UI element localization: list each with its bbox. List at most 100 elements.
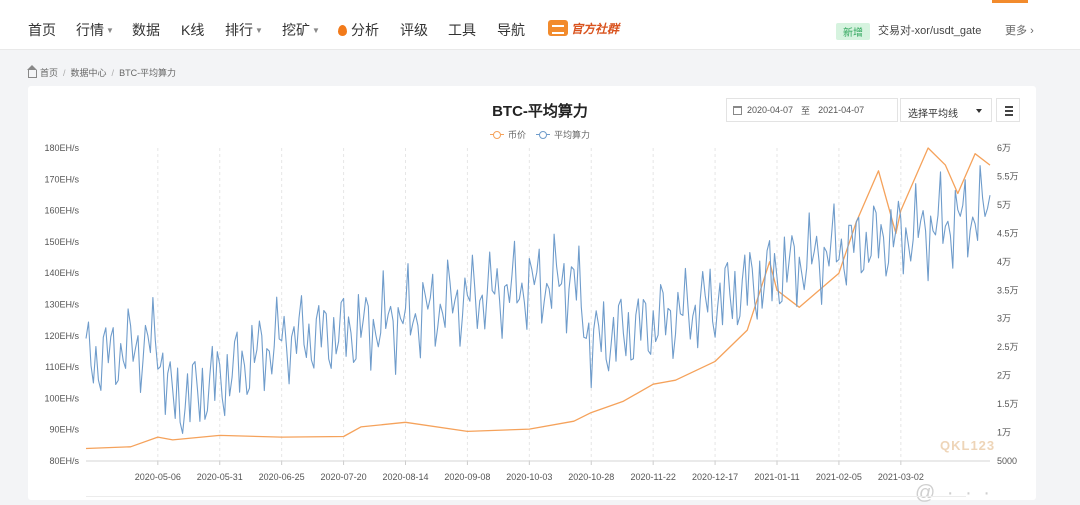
hashrate-series-line	[85, 165, 991, 434]
date-range-picker[interactable]: 2020-04-07 至 2021-04-07	[726, 98, 898, 122]
card-divider	[86, 496, 966, 497]
left-axis-label: 80EH/s	[49, 456, 79, 466]
price-series-line	[85, 147, 991, 450]
qkl123-watermark: QKL123	[940, 438, 996, 453]
right-axis-label: 2.5万	[997, 342, 1019, 352]
nav-label: 工具	[448, 22, 476, 38]
nav-item-tools[interactable]: 工具	[448, 20, 476, 40]
top-accent-bar	[992, 0, 1028, 3]
left-axis-label: 130EH/s	[44, 300, 79, 310]
x-tick-label: 2020-05-31	[197, 472, 243, 482]
x-tick-label: 2020-07-20	[321, 472, 367, 482]
nav-label: 挖矿	[282, 22, 310, 38]
legend-line-marker	[536, 131, 550, 139]
community-label: 官方社群	[571, 21, 620, 36]
nav-label: 分析	[351, 22, 379, 38]
news-ticker-link[interactable]: 交易对-xor/usdt_gate	[878, 25, 982, 37]
nav-label: K线	[181, 22, 205, 38]
nav-item-data[interactable]: 数据	[132, 20, 160, 40]
right-axis-label: 4万	[997, 257, 1011, 267]
right-axis-label: 3万	[997, 314, 1011, 324]
breadcrumb: 首页 / 数据中心 / BTC-平均算力	[27, 64, 177, 79]
legend-label: 币价	[507, 130, 526, 140]
nav-label: 行情	[76, 22, 104, 38]
caret-down-icon: ▼	[255, 26, 263, 35]
x-tick-label: 2020-10-28	[568, 472, 614, 482]
breadcrumb-separator: /	[111, 67, 115, 78]
calendar-icon	[733, 105, 742, 115]
x-tick-label: 2020-06-25	[259, 472, 305, 482]
nav-item-mining[interactable]: 挖矿 ▼	[282, 20, 320, 40]
chart-title: BTC-平均算力	[492, 103, 588, 120]
dropdown-arrow-icon	[976, 109, 982, 113]
x-tick-label: 2020-05-06	[135, 472, 181, 482]
x-tick-label: 2020-08-14	[382, 472, 428, 482]
left-axis-label: 160EH/s	[44, 206, 79, 216]
legend-label: 平均算力	[554, 130, 591, 140]
start-date[interactable]: 2020-04-07	[747, 105, 794, 115]
nav-item-guide[interactable]: 导航	[497, 20, 525, 40]
nav-label: 评级	[400, 22, 428, 38]
nav-label: 首页	[28, 22, 56, 38]
x-tick-label: 2021-01-11	[754, 472, 799, 482]
nav-item-analysis[interactable]: 分析	[338, 20, 379, 40]
fire-icon	[338, 25, 347, 36]
breadcrumb-current: BTC-平均算力	[119, 68, 177, 78]
caret-down-icon: ▼	[106, 26, 114, 35]
x-tick-label: 2020-12-17	[692, 472, 738, 482]
weibo-watermark: @ · · ·	[915, 482, 993, 504]
caret-down-icon: ▼	[312, 26, 320, 35]
left-axis-label: 170EH/s	[44, 174, 79, 184]
chart-menu-button[interactable]	[996, 98, 1020, 122]
right-axis-label: 1.5万	[997, 399, 1019, 409]
chat-bubble-icon	[548, 20, 568, 36]
menu-line	[1005, 114, 1013, 116]
left-axis-label: 180EH/s	[44, 143, 79, 153]
x-tick-label: 2020-11-22	[630, 472, 675, 482]
right-axis-label: 3.5万	[997, 285, 1019, 295]
x-tick-label: 2020-09-08	[444, 472, 490, 482]
breadcrumb-data-center[interactable]: 数据中心	[70, 68, 107, 78]
home-icon	[27, 64, 37, 78]
chevron-right-icon: ›	[1030, 25, 1034, 37]
date-range-separator: 至	[801, 105, 811, 116]
menu-line	[1005, 110, 1013, 112]
nav-item-ranking[interactable]: 排行 ▼	[225, 20, 263, 40]
right-axis-label: 5万	[997, 200, 1011, 210]
breadcrumb-home[interactable]: 首页	[40, 68, 59, 78]
left-axis-label: 90EH/s	[49, 425, 79, 435]
left-axis-label: 140EH/s	[44, 268, 79, 278]
more-label: 更多	[1005, 25, 1027, 37]
chart-card	[28, 86, 1036, 500]
nav-item-market[interactable]: 行情 ▼	[76, 20, 114, 40]
left-axis-label: 150EH/s	[44, 237, 79, 247]
end-date[interactable]: 2021-04-07	[818, 105, 865, 115]
more-link[interactable]: 更多 ›	[1005, 22, 1034, 38]
left-axis-label: 120EH/s	[44, 331, 79, 341]
nav-item-home[interactable]: 首页	[28, 20, 56, 40]
right-axis-label: 4.5万	[997, 228, 1019, 238]
breadcrumb-separator: /	[63, 67, 66, 78]
left-axis-label: 110EH/s	[45, 362, 79, 372]
right-axis-label: 5.5万	[997, 171, 1019, 181]
moving-average-select[interactable]: 选择平均线	[900, 98, 992, 122]
nav-item-kline[interactable]: K线	[181, 20, 204, 40]
legend-item-hashrate[interactable]: 平均算力	[536, 128, 590, 141]
top-strip	[0, 0, 1080, 8]
right-axis-label: 2万	[997, 371, 1011, 381]
right-axis-label: 6万	[997, 143, 1011, 153]
right-axis-label: 1万	[997, 428, 1011, 438]
legend-line-marker	[489, 131, 504, 139]
menu-line	[1005, 106, 1013, 108]
x-tick-label: 2021-02-05	[816, 472, 862, 482]
new-badge: 新增	[836, 23, 870, 40]
official-community-link[interactable]: 官方社群	[548, 19, 619, 37]
main-navbar: 首页 行情 ▼ 数据 K线 排行 ▼ 挖矿 ▼ 分析 评级 工具 导航 官方社群 新增…	[0, 8, 1080, 50]
x-tick-label: 2021-03-02	[878, 472, 924, 482]
nav-item-rating[interactable]: 评级	[400, 20, 428, 40]
nav-label: 导航	[497, 22, 525, 38]
legend-item-price[interactable]: 币价	[489, 128, 526, 141]
x-tick-label: 2020-10-03	[506, 472, 552, 482]
left-axis-label: 100EH/s	[44, 393, 79, 403]
